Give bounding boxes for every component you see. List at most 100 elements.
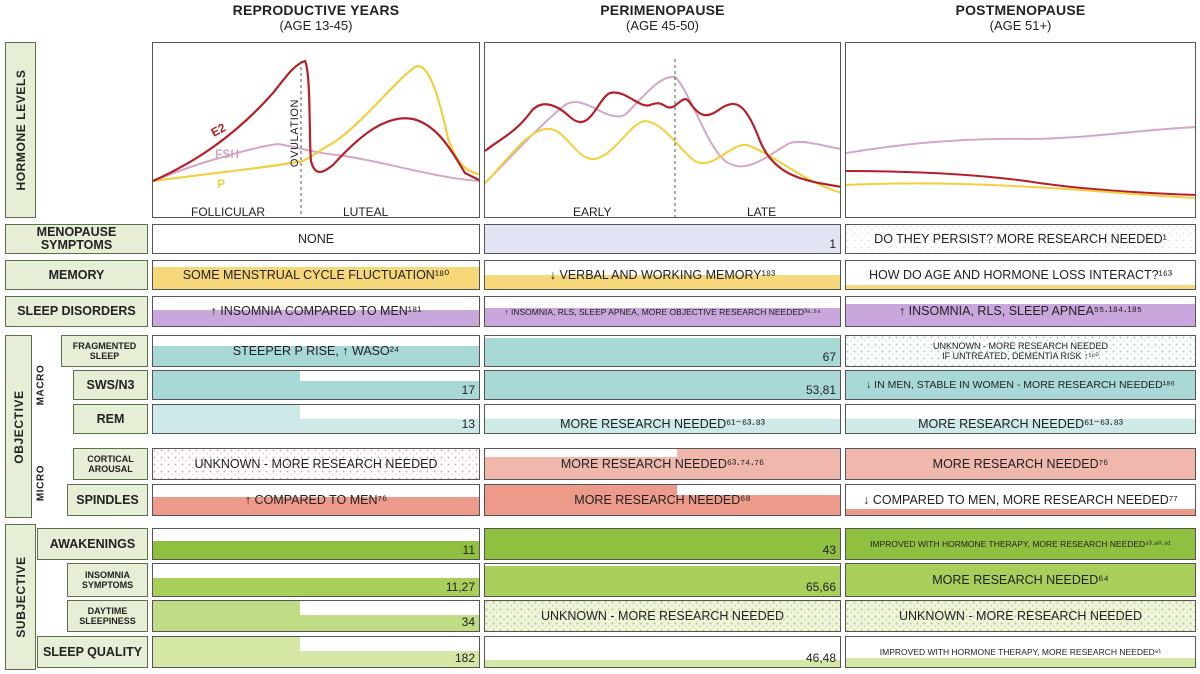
cell-menopause-post: DO THEY PERSIST? MORE RESEARCH NEEDED¹ [845,224,1196,254]
cell-disorders-peri: ↑ INSOMNIA, RLS, SLEEP APNEA, MORE OBJEC… [484,296,841,327]
cell-fragmented-repro: STEEPER P RISE, ↑ WASO²⁴ [152,335,480,367]
row-label-memory: MEMORY [5,260,148,290]
row-label-daytime-sleepiness: DAYTIME SLEEPINESS [67,600,148,632]
dotted-fill [846,225,1195,253]
cell-fragmented-peri: 67 [484,335,841,367]
column-subtitle: (AGE 13-45) [279,18,353,33]
cell-spindles-peri: MORE RESEARCH NEEDED⁶⁸ [484,484,841,516]
row-label-sleep-quality: SLEEP QUALITY [37,636,148,668]
column-subtitle: (AGE 45-50) [626,18,699,33]
hormone-chart-perimenopause: EARLY LATE [484,42,841,218]
cell-rem-peri: MORE RESEARCH NEEDED⁶¹⁻⁶³·⁸³ [484,404,841,434]
cell-ref: 13 [461,417,475,431]
cell-text: MORE RESEARCH NEEDED⁶⁴ [932,572,1109,587]
cell-ref: 67 [822,350,836,364]
cell-ref: 43 [822,543,836,557]
cell-arousal-peri: MORE RESEARCH NEEDED⁶³·⁷⁴·⁷⁶ [484,448,841,480]
hormone-chart-postmenopause [845,42,1196,218]
cell-disorders-post: ↑ INSOMNIA, RLS, SLEEP APNEA⁵⁵·¹⁸⁴·¹⁸⁵ [845,296,1196,327]
cell-sws-peri: 53,81 [484,370,841,400]
phase-label-follicular: FOLLICULAR [191,205,266,218]
hormone-curves-perimenopause [485,59,840,217]
cell-spindles-repro: ↑ COMPARED TO MEN⁷⁶ [152,484,480,516]
cell-text: SOME MENSTRUAL CYCLE FLUCTUATION¹⁸⁰ [182,267,450,282]
subjective-text: SUBJECTIVE [13,556,28,638]
cell-ref: 1 [829,237,836,251]
cell-menopause-peri: 1 [484,224,841,254]
cell-menopause-repro: NONE [152,224,480,254]
column-title: POSTMENOPAUSE [955,2,1086,18]
cell-text: HOW DO AGE AND HORMONE LOSS INTERACT?¹⁶³ [868,267,1173,282]
row-label-spindles: SPINDLES [67,484,148,516]
cell-ref: 11,27 [445,580,475,594]
cell-text: DO THEY PERSIST? MORE RESEARCH NEEDED¹ [874,231,1167,246]
cell-insomnia-post: MORE RESEARCH NEEDED⁶⁴ [845,563,1196,597]
hormone-curves-reproductive [153,59,479,217]
row-label-insomnia-symptoms: INSOMNIA SYMPTOMS [67,563,148,597]
cell-memory-repro: SOME MENSTRUAL CYCLE FLUCTUATION¹⁸⁰ [152,260,480,290]
hormone-levels-text: HORMONE LEVELS [13,69,28,191]
hormone-curves-postmenopause [846,126,1195,199]
cell-ref: 34 [461,615,475,629]
ovulation-label: OVULATION [289,98,301,168]
cell-sleepiness-post: UNKNOWN - MORE RESEARCH NEEDED [845,600,1196,632]
cell-ref: 182 [454,651,475,665]
cell-quality-peri: 46,48 [484,636,841,668]
cell-sws-post: ↓ IN MEN, STABLE IN WOMEN - MORE RESEARC… [845,370,1196,400]
column-subtitle: (AGE 51+) [989,18,1052,33]
cell-ref: 46,48 [805,651,836,665]
hormone-levels-label: HORMONE LEVELS [5,42,36,218]
cell-text: ↑ COMPARED TO MEN⁷⁶ [244,492,388,507]
row-label-awakenings: AWAKENINGS [37,528,148,560]
dotted-fill [153,449,479,479]
cell-fragmented-post: UNKNOWN - MORE RESEARCH NEEDED IF UNTREA… [845,335,1196,367]
objective-text: OBJECTIVE [11,389,26,464]
cell-text: IMPROVED WITH HORMONE THERAPY, MORE RESE… [879,647,1162,657]
cell-insomnia-peri: 65,66 [484,563,841,597]
cell-text: ↓ IN MEN, STABLE IN WOMEN - MORE RESEARC… [865,379,1175,391]
row-label-fragmented-sleep: FRAGMENTED SLEEP [61,335,148,367]
phase-label-late: LATE [747,205,777,218]
cell-text: IMPROVED WITH HORMONE THERAPY, MORE RESE… [870,539,1171,549]
row-label-sws-n3: SWS/N3 [73,370,148,400]
cell-text: ↑ INSOMNIA, RLS, SLEEP APNEA, MORE OBJEC… [504,306,821,317]
cell-rem-post: MORE RESEARCH NEEDED⁶¹⁻⁶³·⁸³ [845,404,1196,434]
cell-awakenings-peri: 43 [484,528,841,560]
cell-text: ↓ COMPARED TO MEN, MORE RESEARCH NEEDED⁷… [863,492,1178,507]
column-title: PERIMENOPAUSE [600,2,725,18]
p-label: P [217,177,226,191]
column-title: REPRODUCTIVE YEARS [232,2,400,18]
cell-awakenings-post: IMPROVED WITH HORMONE THERAPY, MORE RESE… [845,528,1196,560]
subjective-label: SUBJECTIVE [5,524,36,670]
cell-ref: 17 [461,383,475,397]
macro-text: MACRO [35,364,47,406]
cell-sleepiness-repro: 34 [152,600,480,632]
cell-sws-repro: 17 [152,370,480,400]
objective-label: OBJECTIVE [5,335,32,518]
column-header-perimenopause: PERIMENOPAUSE (AGE 45-50) [484,2,841,34]
cell-insomnia-repro: 11,27 [152,563,480,597]
cell-text: NONE [297,231,335,246]
row-label-sleep-disorders: SLEEP DISORDERS [5,296,148,327]
cell-text: STEEPER P RISE, ↑ WASO²⁴ [232,343,400,358]
cell-text: ↑ INSOMNIA COMPARED TO MEN¹⁸¹ [210,304,422,318]
cell-text: UNKNOWN - MORE RESEARCH NEEDED [898,608,1143,623]
micro-text: MICRO [35,464,47,502]
macro-label: MACRO [34,337,48,433]
dotted-fill [846,601,1195,631]
cell-text: UNKNOWN - MORE RESEARCH NEEDED IF UNTREA… [932,341,1108,361]
cell-text: ↑ INSOMNIA, RLS, SLEEP APNEA⁵⁵·¹⁸⁴·¹⁸⁵ [898,304,1143,318]
dotted-fill [846,336,1195,366]
cell-quality-post: IMPROVED WITH HORMONE THERAPY, MORE RESE… [845,636,1196,668]
row-label-menopause-symptoms: MENOPAUSE SYMPTOMS [5,224,148,254]
cell-arousal-post: MORE RESEARCH NEEDED⁷⁶ [845,448,1196,480]
cell-memory-peri: ↓ VERBAL AND WORKING MEMORY¹⁸³ [484,260,841,290]
cell-sleepiness-peri: UNKNOWN - MORE RESEARCH NEEDED [484,600,841,632]
fsh-label: FSH [215,147,239,161]
micro-label: MICRO [34,448,48,518]
cell-quality-repro: 182 [152,636,480,668]
cell-text: ↓ VERBAL AND WORKING MEMORY¹⁸³ [549,267,776,282]
cell-text: UNKNOWN - MORE RESEARCH NEEDED [194,456,438,471]
cell-rem-repro: 13 [152,404,480,434]
cell-disorders-repro: ↑ INSOMNIA COMPARED TO MEN¹⁸¹ [152,296,480,327]
